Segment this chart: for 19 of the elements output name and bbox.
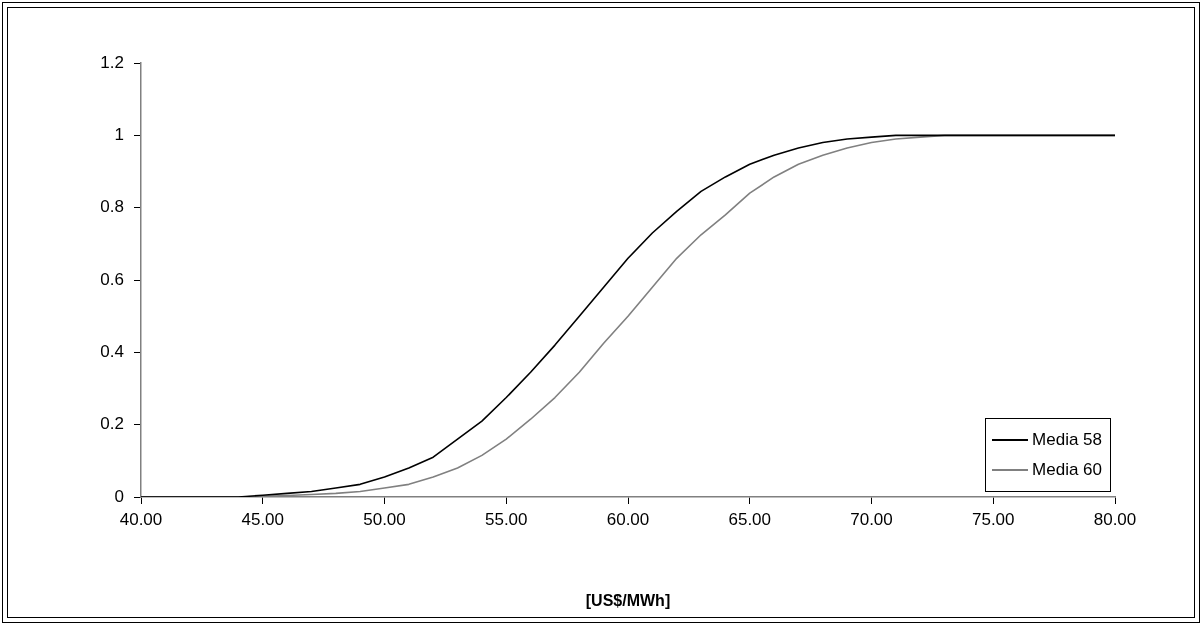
y-tick-label: 0.8 xyxy=(100,197,124,217)
x-tick-label: 80.00 xyxy=(1093,509,1137,529)
y-tick-label: 1 xyxy=(114,125,124,145)
legend-label: Media 60 xyxy=(1032,460,1102,480)
x-tick-label: 75.00 xyxy=(971,509,1015,529)
legend-label: Media 58 xyxy=(1032,430,1102,450)
y-tick-label: 0 xyxy=(114,486,124,506)
x-tick-label: 55.00 xyxy=(484,509,528,529)
x-tick-label: 50.00 xyxy=(363,509,406,529)
y-tick-label: 0.2 xyxy=(100,414,124,434)
y-tick-label: 0.4 xyxy=(100,342,124,362)
x-tick-label: 45.00 xyxy=(241,509,285,529)
x-tick-label: 40.00 xyxy=(119,509,163,529)
x-tick-label: 60.00 xyxy=(606,509,650,529)
y-tick-label: 1.2 xyxy=(100,52,124,72)
x-axis-title: [US$/MWh] xyxy=(585,591,671,609)
x-tick-label: 65.00 xyxy=(728,509,772,529)
x-tick-label: 70.00 xyxy=(850,509,893,529)
y-tick-label: 0.6 xyxy=(100,269,124,289)
